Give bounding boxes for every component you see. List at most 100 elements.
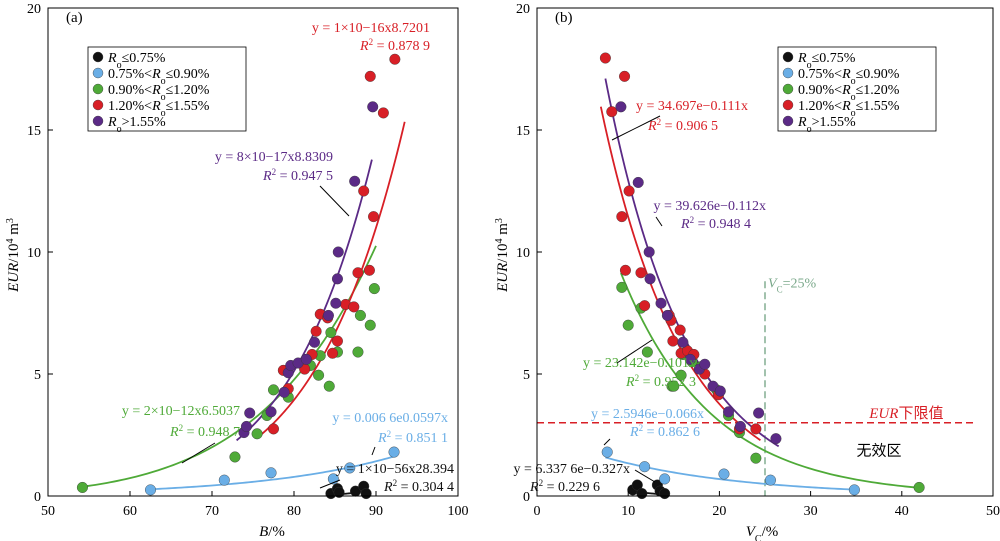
y-tick-label: 10 — [516, 246, 530, 261]
legend-marker-red — [782, 99, 794, 111]
data-point-purple — [632, 176, 644, 188]
x-tick-label: 30 — [804, 504, 818, 519]
data-point-red — [327, 347, 339, 359]
data-point-green — [913, 481, 925, 493]
data-point-red — [363, 264, 375, 276]
legend-b: Ro≤0.75%0.75%<Ro≤0.90%0.90%<Ro≤1.20%1.20… — [777, 46, 937, 135]
data-point-red — [377, 107, 389, 119]
x-tick-label: 40 — [895, 504, 909, 519]
legend-box — [87, 46, 247, 132]
data-point-red — [616, 211, 628, 223]
data-point-purple — [240, 420, 252, 432]
data-point-red — [623, 185, 635, 197]
leader-line — [181, 442, 216, 464]
y-tick-label: 5 — [523, 368, 530, 383]
data-point-red — [667, 335, 679, 347]
x-tick-label: 0 — [534, 504, 541, 519]
legend-label: 0.90%<Ro≤1.20% — [108, 83, 210, 103]
fit-r2: R2 = 0.948 7 — [169, 423, 240, 440]
data-point-green — [76, 481, 88, 493]
leader-line — [611, 115, 661, 141]
legend-label: Ro≤0.75% — [107, 51, 166, 71]
fit-equation: y = 1×10−16x8.7201 — [312, 21, 430, 36]
fit-r2: R2 = 0.862 6 — [629, 423, 700, 440]
data-point-blue — [344, 462, 356, 474]
data-point-purple — [753, 407, 765, 419]
data-point-green — [616, 281, 628, 293]
data-point-green — [368, 283, 380, 295]
fit-equation: y = 39.626e−0.112x — [654, 199, 767, 214]
x-tick-label: 100 — [448, 504, 469, 519]
data-point-red — [674, 324, 686, 336]
invalid-zone-label: 无效区 — [856, 443, 901, 460]
legend-label: 1.20%<Ro≤1.55% — [798, 99, 900, 119]
y-tick-label: 0 — [34, 490, 41, 505]
data-point-purple — [684, 353, 696, 365]
data-point-blue — [218, 474, 230, 486]
y-tick-label: 5 — [34, 368, 41, 383]
data-point-purple — [677, 336, 689, 348]
legend-marker-blue — [782, 67, 794, 79]
data-point-green — [325, 327, 337, 339]
data-point-green — [641, 346, 653, 358]
data-point-black — [333, 486, 345, 498]
data-point-green — [622, 319, 634, 331]
data-point-purple — [300, 353, 312, 365]
data-point-red — [358, 185, 370, 197]
fit-r2: R2 = 0.304 4 — [383, 478, 454, 495]
data-point-purple — [322, 309, 334, 321]
axis-ticks-a: 50 60 70 80 90 100 0 5 10 15 20 — [27, 2, 469, 519]
x-tick-label: 10 — [621, 504, 635, 519]
data-point-purple — [723, 406, 735, 418]
x-tick-label: 90 — [369, 504, 383, 519]
fit-r2: R2 = 0.952 3 — [625, 373, 696, 390]
data-point-purple — [615, 101, 627, 113]
leader-line — [634, 469, 656, 483]
fit-r2: R2 = 0.948 4 — [680, 215, 751, 232]
legend-label: 1.20%<Ro≤1.55% — [108, 99, 210, 119]
y-tick-label: 20 — [27, 2, 41, 17]
vc-25-label: VC=25% — [768, 276, 816, 294]
data-point-purple — [278, 386, 290, 398]
fit-curve-blue — [150, 454, 397, 491]
data-point-purple — [661, 309, 673, 321]
legend-label: 0.75%<Ro≤0.90% — [108, 67, 210, 87]
legend-marker-red — [92, 99, 104, 111]
legend-a: Ro≤0.75%0.75%<Ro≤0.90%0.90%<Ro≤1.20%1.20… — [87, 46, 247, 135]
data-point-green — [229, 451, 241, 463]
data-point-red — [368, 211, 380, 223]
leader-line — [371, 446, 376, 456]
data-point-red — [348, 301, 360, 313]
data-point-blue — [639, 461, 651, 473]
x-tick-label: 20 — [712, 504, 726, 519]
fit-curve-green — [620, 272, 921, 489]
data-point-green — [313, 369, 325, 381]
legend-marker-blue — [92, 67, 104, 79]
x-tick-label: 60 — [123, 504, 137, 519]
data-point-black — [631, 479, 643, 491]
data-point-purple — [714, 385, 726, 397]
data-point-purple — [770, 433, 782, 445]
legend-marker-green — [92, 83, 104, 95]
data-point-blue — [718, 468, 730, 480]
data-point-purple — [244, 407, 256, 419]
data-point-purple — [655, 297, 667, 309]
data-point-blue — [601, 446, 613, 458]
data-point-purple — [265, 406, 277, 418]
data-point-green — [364, 319, 376, 331]
fit-curves-a — [80, 121, 406, 496]
panel-label-a: (a) — [66, 10, 83, 26]
data-point-purple — [330, 297, 342, 309]
legend-label: 0.90%<Ro≤1.20% — [798, 83, 900, 103]
fit-r2: R2 = 0.229 6 — [529, 478, 600, 495]
fit-equation: y = 2.5946e−0.066x — [591, 407, 704, 422]
data-point-blue — [388, 446, 400, 458]
data-point-black — [360, 488, 372, 500]
legend-marker-purple — [92, 115, 104, 127]
fit-curve-purple — [236, 159, 373, 442]
x-tick-label: 50 — [41, 504, 55, 519]
leader-line — [603, 438, 611, 446]
y-axis-label-a: EUR/104 m3 — [5, 218, 23, 293]
